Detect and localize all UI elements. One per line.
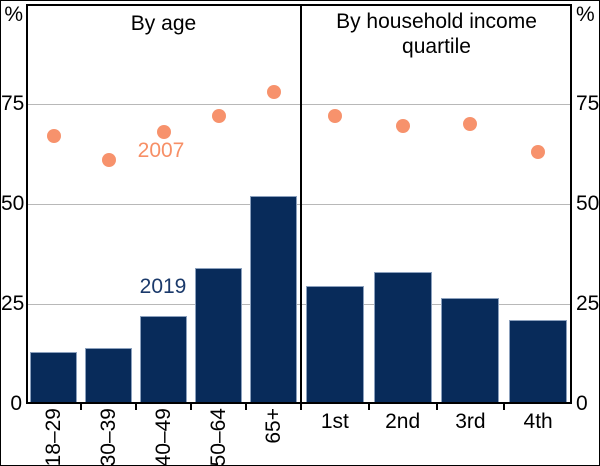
plot-frame-top — [26, 4, 572, 6]
axis-tick — [135, 404, 137, 410]
scatter-dot — [531, 145, 546, 159]
y-tick-label-left: 0 — [10, 392, 22, 415]
panel-divider — [300, 4, 302, 410]
y-tick-label-left: 25 — [1, 292, 25, 315]
x-tick-label: 4th — [523, 410, 553, 433]
y-tick-label-left: 75 — [1, 92, 25, 115]
y-tick-label-left: 50 — [1, 192, 25, 215]
bar — [305, 286, 364, 404]
panel-title-by-income-text: By household income quartile — [336, 10, 537, 58]
y-axis-left — [26, 4, 28, 404]
bar — [441, 298, 500, 404]
bar — [509, 320, 568, 404]
scatter-dot — [46, 129, 61, 143]
bar — [85, 348, 132, 404]
scatter-dot — [156, 125, 171, 139]
y-tick-label-right: 50 — [576, 192, 600, 215]
bar — [250, 196, 297, 404]
bar — [30, 352, 77, 404]
gridline — [28, 203, 570, 205]
x-tick-label: 1st — [320, 410, 349, 433]
x-tick-label: 2nd — [385, 410, 421, 433]
axis-tick — [80, 404, 82, 410]
y-axis-unit-left: % — [4, 3, 23, 26]
axis-tick — [503, 404, 506, 410]
axis-tick — [367, 404, 370, 410]
bar — [195, 268, 242, 404]
scatter-dot — [266, 85, 281, 99]
bar — [140, 316, 187, 404]
y-axis-right — [570, 4, 572, 404]
scatter-dot — [101, 153, 116, 167]
x-tick-label: 3rd — [455, 410, 486, 433]
axis-tick — [435, 404, 438, 410]
x-axis-baseline — [26, 402, 572, 404]
scatter-dot — [211, 109, 226, 123]
y-tick-label-right: 25 — [576, 292, 600, 315]
y-tick-label-right: 0 — [576, 392, 588, 415]
axis-tick — [245, 404, 247, 410]
y-tick-label-right: 75 — [576, 92, 600, 115]
series-label-2007: 2007 — [137, 139, 185, 162]
axis-tick — [190, 404, 192, 410]
bar — [373, 272, 432, 404]
panel-title-by-age: By age — [130, 12, 197, 35]
gridline — [28, 303, 570, 305]
scatter-dot — [327, 109, 342, 123]
gridline — [28, 103, 570, 105]
scatter-dot — [395, 119, 410, 133]
series-label-2019: 2019 — [139, 275, 187, 298]
scatter-dot — [463, 117, 478, 131]
y-axis-unit-right: % — [576, 3, 595, 26]
panel-title-by-income: By household income quartile — [301, 9, 572, 59]
